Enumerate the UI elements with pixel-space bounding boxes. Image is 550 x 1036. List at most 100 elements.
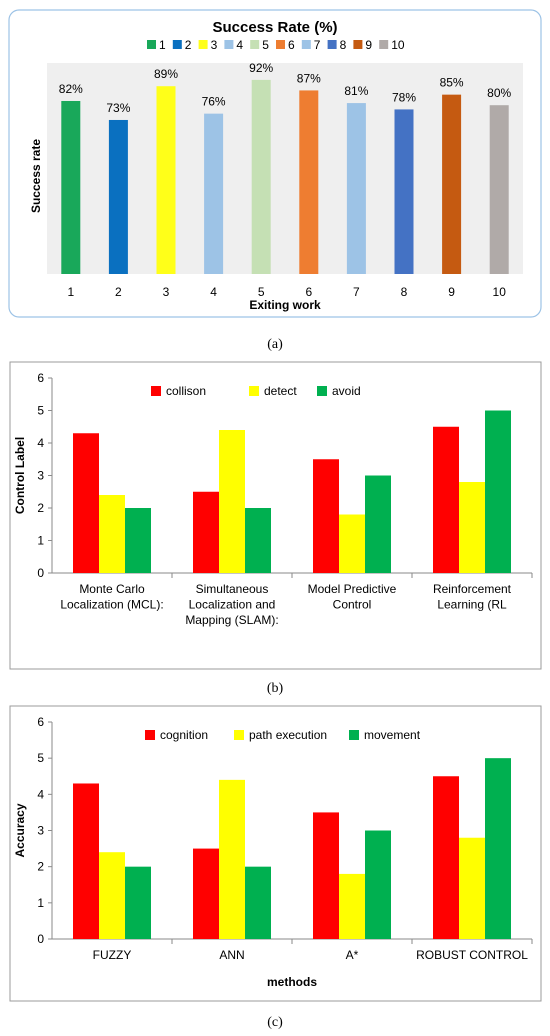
bar [459, 837, 485, 939]
y-tick-label: 1 [37, 534, 44, 548]
y-axis-label: Control Label [13, 437, 27, 514]
legend-swatch [379, 40, 389, 49]
x-tick-label: 2 [115, 285, 122, 299]
bar [219, 779, 245, 939]
y-tick-label: 1 [37, 896, 44, 910]
x-tick-label: 10 [493, 285, 507, 299]
legend-swatch [172, 40, 182, 49]
x-tick-label: FUZZY [93, 948, 132, 962]
bar [394, 109, 414, 274]
legend-swatch [145, 730, 155, 740]
bar [73, 783, 99, 939]
bar [156, 86, 176, 275]
bar [125, 508, 151, 573]
caption-b: (b) [267, 681, 284, 696]
chart-b: 0 1 2 3 4 5 6 Monte Carlo Localization (MCL): Sim… [13, 371, 533, 627]
chart-a: Success Rate (%) 1 2 3 4 5 6 7 8 9 10 82% 1 73% 2 89% 3 7… [29, 19, 512, 312]
bar [125, 866, 151, 939]
x-tick-label: 6 [305, 285, 312, 299]
legend-swatch [317, 386, 327, 396]
data-label: 81% [344, 84, 368, 98]
x-tick-label: Simultaneous [196, 582, 269, 596]
chart-title: Success Rate (%) [212, 19, 337, 36]
bar [99, 852, 125, 939]
legend-swatch [301, 40, 311, 49]
bar [299, 90, 319, 275]
chart-c: 0 1 2 3 4 5 6 FUZZY ANN A* ROBUST CONTROL cognition… [13, 715, 533, 989]
x-tick-label: 5 [258, 285, 265, 299]
legend-label: avoid [332, 384, 361, 398]
legend-label: 9 [365, 38, 372, 52]
bar [346, 103, 366, 274]
x-tick-label: Control [333, 598, 372, 612]
bar [251, 79, 271, 274]
caption-c: (c) [267, 1015, 283, 1030]
y-tick-label: 3 [37, 824, 44, 838]
x-tick-label: Reinforcement [433, 582, 512, 596]
x-tick-label: Learning (RL [437, 598, 507, 612]
bar [442, 94, 462, 275]
x-tick-label: 8 [401, 285, 408, 299]
y-tick-label: 6 [37, 715, 44, 729]
x-tick-label: 4 [210, 285, 217, 299]
caption-a: (a) [267, 337, 283, 352]
data-label: 78% [392, 90, 416, 104]
y-tick-label: 0 [37, 566, 44, 580]
legend-swatch [198, 40, 208, 49]
bar [433, 426, 459, 573]
legend-label: path execution [249, 728, 327, 742]
data-label: 73% [106, 101, 130, 115]
bar [245, 508, 271, 573]
data-label: 89% [154, 67, 178, 81]
bar [313, 812, 339, 939]
x-axis-label: methods [267, 975, 317, 989]
x-tick-label: A* [346, 948, 359, 962]
y-tick-label: 5 [37, 751, 44, 765]
data-label: 80% [487, 86, 511, 100]
bar [99, 495, 125, 573]
legend-label: 3 [211, 38, 218, 52]
legend-swatch [353, 40, 363, 49]
x-tick-label: 3 [163, 285, 170, 299]
bar [485, 410, 511, 573]
x-tick-label: 1 [67, 285, 74, 299]
x-tick-label: Model Predictive [308, 582, 397, 596]
bar [313, 459, 339, 573]
x-tick-label: Mapping (SLAM): [185, 613, 278, 627]
y-tick-label: 0 [37, 932, 44, 946]
x-tick-label: ANN [219, 948, 244, 962]
bar [459, 482, 485, 573]
x-axis-label: Exiting work [249, 298, 321, 312]
bar [485, 758, 511, 939]
x-tick-label: 7 [353, 285, 360, 299]
legend-label: 5 [262, 38, 269, 52]
bar [365, 475, 391, 573]
y-tick-label: 4 [37, 436, 44, 450]
legend-label: collison [166, 384, 206, 398]
legend-swatch [327, 40, 337, 49]
bar [339, 514, 365, 573]
y-tick-label: 2 [37, 501, 44, 515]
legend-swatch [224, 40, 234, 49]
bar [73, 433, 99, 573]
legend-swatch [249, 386, 259, 396]
legend-swatch [147, 40, 156, 49]
legend-swatch [151, 386, 161, 396]
data-label: 85% [440, 76, 464, 90]
data-label: 87% [297, 71, 321, 85]
y-tick-label: 3 [37, 469, 44, 483]
bar [204, 113, 224, 274]
legend-swatch [250, 40, 260, 49]
legend-label: 6 [288, 38, 295, 52]
data-label: 76% [202, 95, 226, 109]
legend-label: 8 [340, 38, 347, 52]
y-tick-label: 5 [37, 404, 44, 418]
bar [433, 776, 459, 939]
legend-label: 1 [159, 38, 166, 52]
legend-label: detect [264, 384, 297, 398]
bar [365, 830, 391, 939]
legend-swatch [349, 730, 359, 740]
legend-label: 7 [314, 38, 321, 52]
y-tick-label: 4 [37, 787, 44, 801]
bar [108, 119, 128, 274]
